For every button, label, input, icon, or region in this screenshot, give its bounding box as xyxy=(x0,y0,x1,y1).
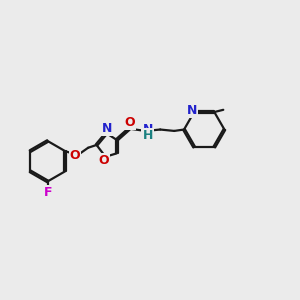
Text: F: F xyxy=(44,186,52,199)
Text: O: O xyxy=(124,116,135,129)
Text: N: N xyxy=(142,123,153,136)
Text: H: H xyxy=(142,130,153,142)
Text: N: N xyxy=(187,104,197,117)
Text: N: N xyxy=(102,122,113,136)
Text: O: O xyxy=(99,154,110,166)
Text: O: O xyxy=(70,149,80,162)
